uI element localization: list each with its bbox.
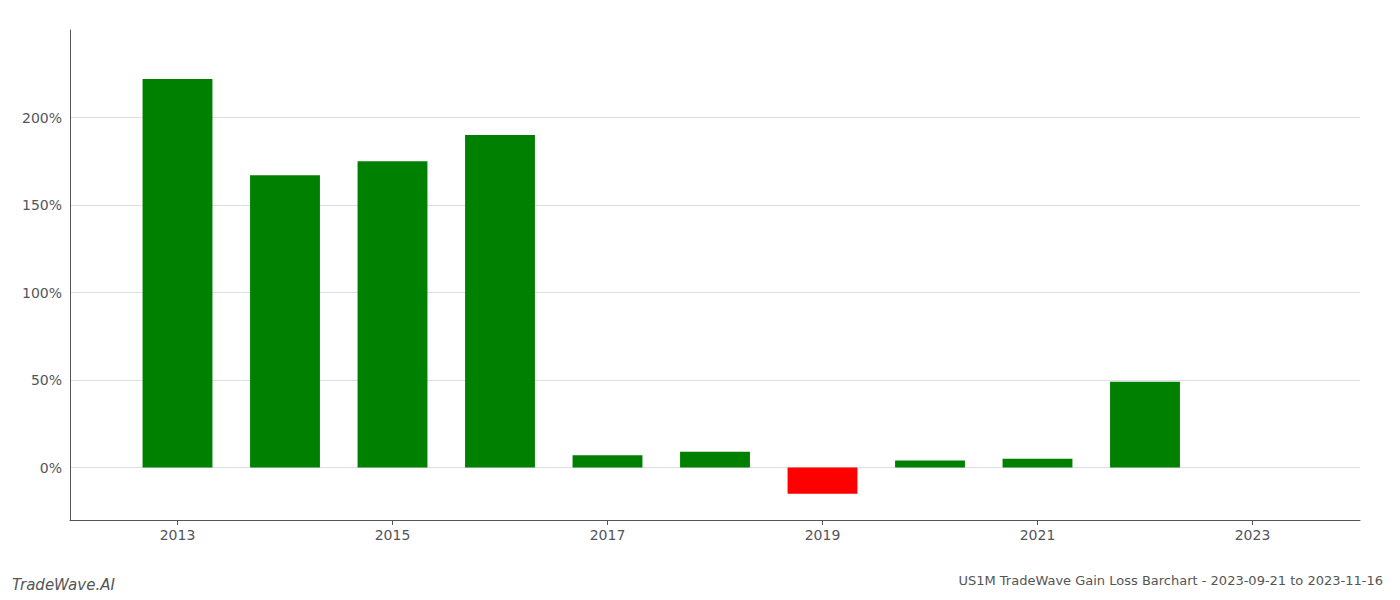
svg-text:2013: 2013 xyxy=(160,527,196,543)
svg-text:50%: 50% xyxy=(31,372,62,388)
svg-text:TradeWave.AI: TradeWave.AI xyxy=(12,576,115,594)
svg-text:150%: 150% xyxy=(22,197,62,213)
svg-text:2021: 2021 xyxy=(1020,527,1056,543)
svg-text:US1M TradeWave Gain Loss Barch: US1M TradeWave Gain Loss Barchart - 2023… xyxy=(958,573,1383,588)
svg-text:2023: 2023 xyxy=(1235,527,1271,543)
svg-text:100%: 100% xyxy=(22,285,62,301)
svg-text:2019: 2019 xyxy=(805,527,841,543)
svg-text:0%: 0% xyxy=(40,460,62,476)
svg-text:200%: 200% xyxy=(22,110,62,126)
svg-text:2017: 2017 xyxy=(590,527,626,543)
svg-text:2015: 2015 xyxy=(375,527,411,543)
